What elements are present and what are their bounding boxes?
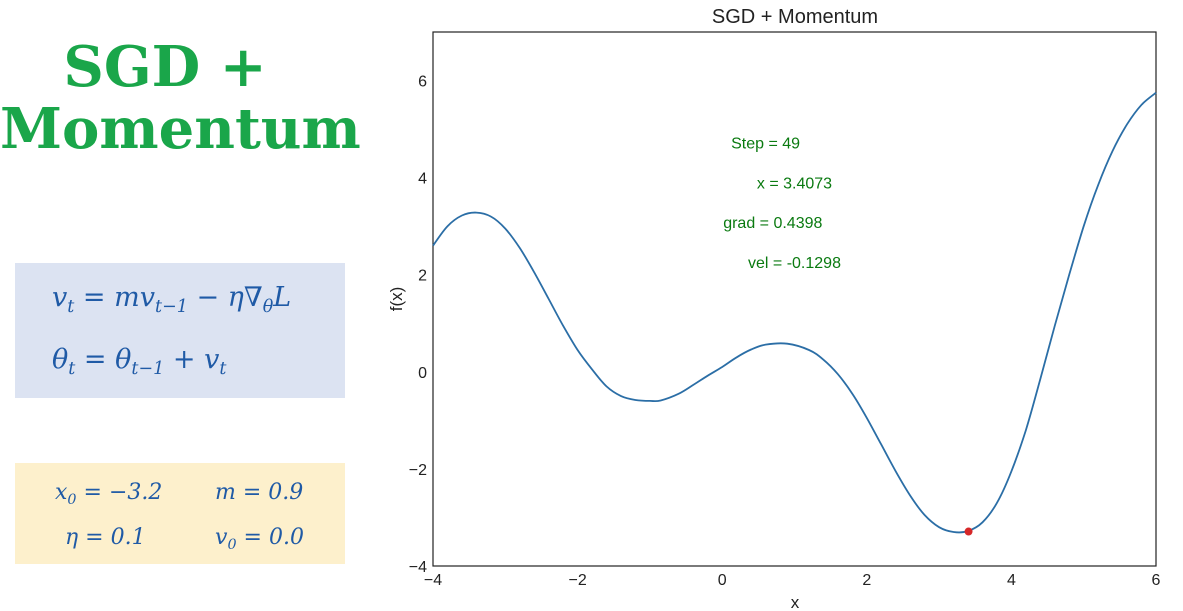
loss-curve-line (432, 92, 1157, 534)
x-tick-label: 6 (1152, 572, 1161, 589)
annotation-text: x = 3.4073 (757, 175, 832, 192)
param-momentum: m = 0.9 (215, 480, 304, 505)
x-axis-label: x (791, 593, 800, 611)
heading-line-2: Momentum (0, 96, 361, 162)
velocity-update-equation: vt = mvt−1 − η∇θL (52, 282, 292, 318)
step-annotations: Step = 49 x = 3.4073 grad = 0.4398 vel = -0… (723, 136, 841, 272)
x-tick-label: −4 (424, 572, 442, 589)
x-tick-label: 0 (718, 572, 727, 589)
y-tick-label: 0 (418, 365, 427, 382)
chart-title: SGD + Momentum (712, 6, 878, 28)
x-tick-label: 4 (1007, 572, 1016, 589)
annotation-text: vel = -0.1298 (748, 255, 841, 272)
update-rule-box (15, 263, 345, 398)
param-x0: x0 = −3.2 (55, 480, 163, 508)
x-tick-label: −2 (568, 572, 586, 589)
annotation-text: grad = 0.4398 (723, 215, 822, 232)
y-tick-labels: −4 −2 0 2 4 6 (409, 74, 427, 576)
y-tick-label: −2 (409, 462, 427, 479)
y-tick-label: 4 (418, 171, 427, 188)
hyperparameters-box (15, 463, 345, 564)
x-tick-labels: −4 −2 0 2 4 6 (424, 572, 1161, 589)
plot-frame (432, 31, 1157, 567)
current-position-point (964, 527, 973, 536)
x-tick-label: 2 (862, 572, 871, 589)
y-tick-label: −4 (409, 559, 427, 576)
y-tick-label: 6 (418, 74, 427, 91)
parameter-update-equation: θt = θt−1 + vt (52, 344, 227, 380)
y-tick-label: 2 (418, 268, 427, 285)
y-axis-label: f(x) (387, 287, 406, 312)
param-v0: v0 = 0.0 (215, 525, 304, 553)
heading-line-1: SGD + (63, 34, 267, 100)
annotation-text: Step = 49 (731, 136, 800, 153)
param-learning-rate: η = 0.1 (65, 525, 146, 550)
